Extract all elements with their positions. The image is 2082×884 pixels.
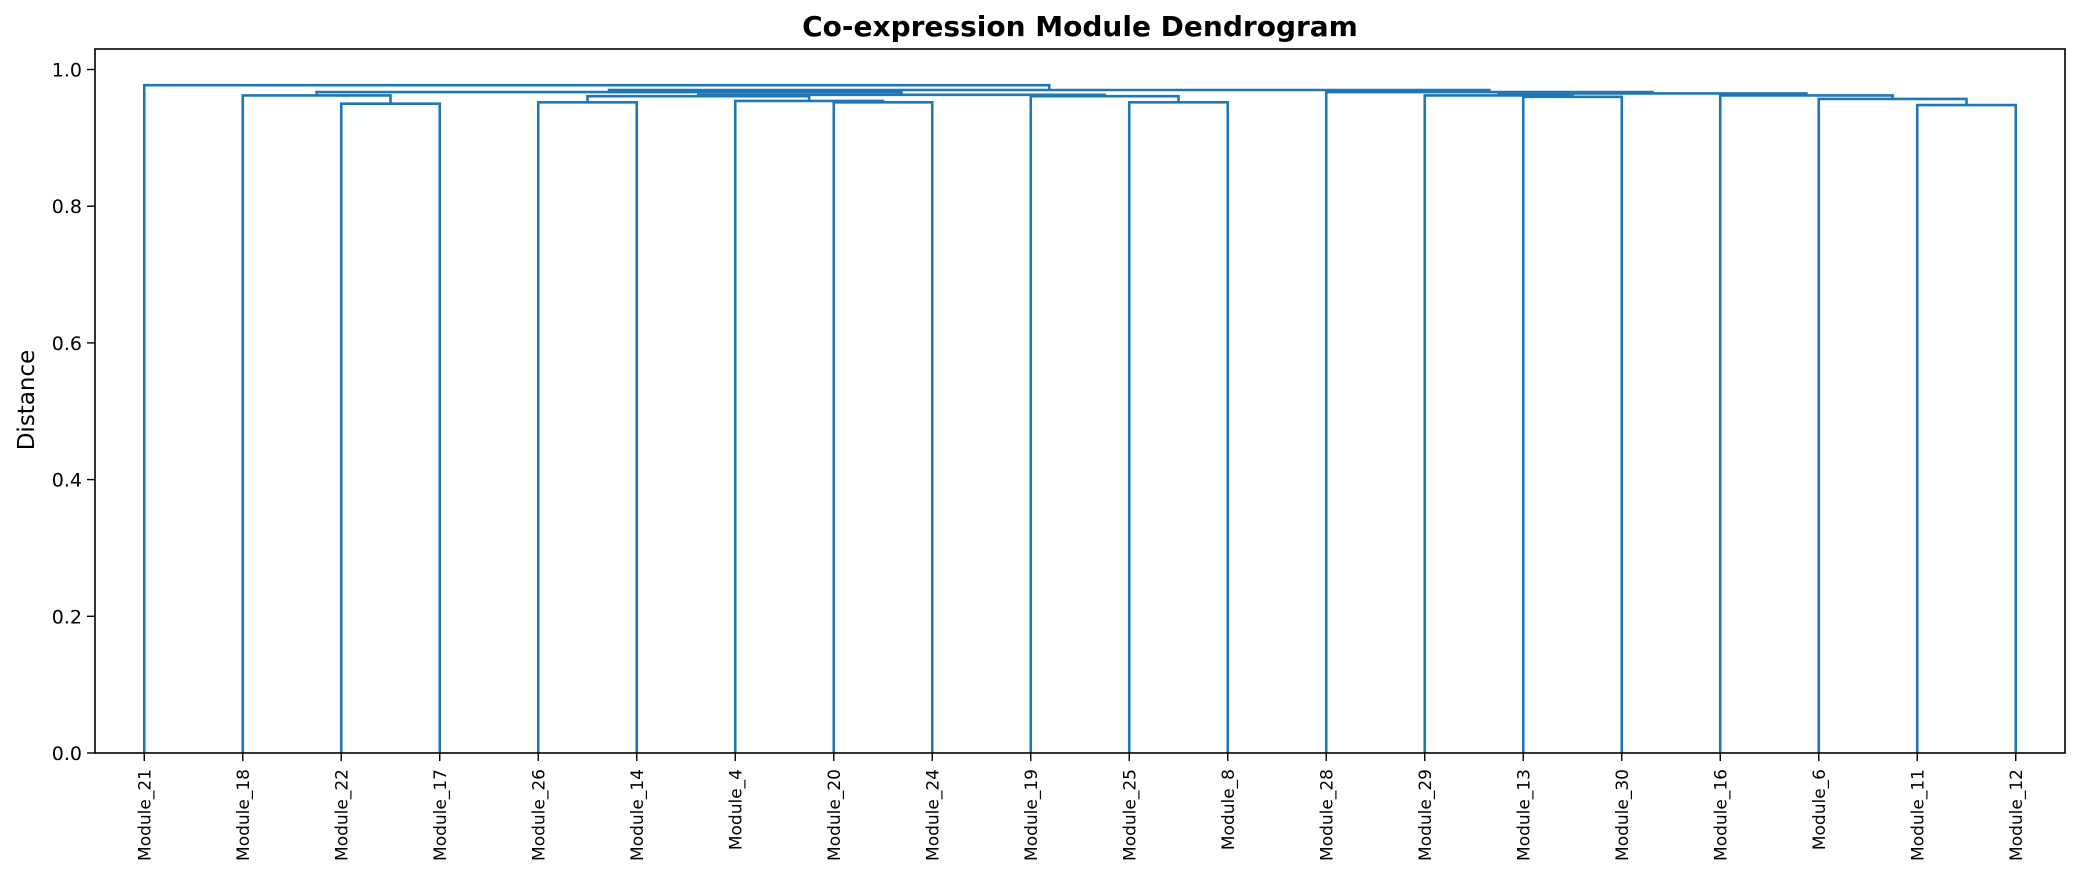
dendrogram-link [1915, 103, 2018, 753]
dendrogram-link [1423, 94, 1574, 753]
y-tick-label: 0.2 [52, 606, 82, 628]
dendrogram-link [339, 102, 442, 753]
dendrogram-link [1497, 92, 1808, 96]
dendrogram-links [142, 83, 2018, 753]
leaf-label: Module_28 [1317, 769, 1337, 861]
dendrogram-link [142, 83, 1051, 753]
leaf-label: Module_25 [1120, 769, 1140, 861]
leaf-label: Module_12 [2007, 769, 2027, 861]
leaf-label: Module_19 [1022, 769, 1042, 861]
leaf-label: Module_22 [332, 769, 352, 861]
y-axis-label: Distance [14, 350, 40, 451]
dendrogram-link [832, 101, 934, 753]
y-tick-label: 0.4 [52, 470, 82, 492]
dendrogram-link [1029, 94, 1180, 753]
leaf-label: Module_13 [1514, 769, 1534, 861]
dendrogram-link [1817, 97, 1968, 753]
dendrogram-link [1324, 90, 1654, 753]
leaf-label: Module_16 [1711, 769, 1731, 861]
y-tick-label: 0.8 [52, 196, 82, 218]
leaf-label: Module_29 [1416, 769, 1436, 861]
y-tick-label: 0.6 [52, 333, 82, 355]
leaf-label: Module_24 [923, 769, 943, 861]
dendrogram-link [536, 101, 639, 753]
y-tick-label: 1.0 [52, 60, 82, 82]
y-axis-ticks: 0.0 0.2 0.4 0.6 0.8 1.0 [52, 60, 95, 765]
dendrogram-link [1521, 95, 1624, 753]
dendrogram-link [586, 94, 811, 103]
chart-title: Co-expression Module Dendrogram [802, 10, 1358, 43]
leaf-label: Module_20 [825, 769, 845, 861]
dendrogram-link [315, 90, 903, 96]
leaf-label: Module_26 [529, 769, 549, 861]
dendrogram-link [1718, 94, 1894, 753]
leaf-label: Module_8 [1219, 769, 1239, 850]
leaf-label: Module_6 [1810, 769, 1830, 850]
leaf-label: Module_18 [234, 769, 254, 861]
leaf-label: Module_17 [431, 769, 451, 861]
dendrogram-link [733, 99, 885, 753]
leaf-label: Module_30 [1613, 769, 1633, 861]
dendrogram-link [1127, 101, 1230, 753]
leaf-label: Module_11 [1908, 769, 1928, 861]
dendrogram-link [697, 93, 1106, 97]
x-axis-ticks: Module_21 Module_18 Module_22 Module_17 Modu… [135, 753, 2027, 861]
plot-frame [94, 48, 2066, 754]
leaf-label: Module_14 [628, 769, 648, 861]
leaf-label: Module_21 [135, 769, 155, 861]
leaf-label: Module_4 [726, 769, 746, 850]
y-tick-label: 0.0 [52, 743, 82, 765]
dendrogram-link [241, 94, 392, 753]
